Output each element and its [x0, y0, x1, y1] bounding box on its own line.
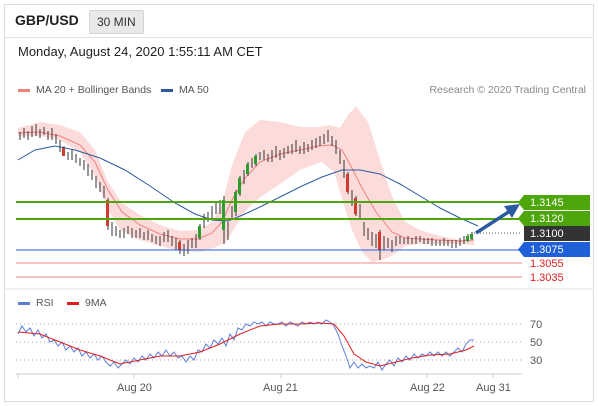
x-label-aug21: Aug 21	[263, 382, 298, 394]
rsi-axis-70: 70	[530, 319, 542, 331]
ma20-line	[17, 131, 475, 242]
legend-9ma-label: 9MA	[85, 297, 107, 309]
legend-ma50-label: MA 50	[179, 84, 209, 96]
x-label-aug31: Aug 31	[476, 382, 511, 394]
legend-rsi-label: RSI	[36, 297, 54, 309]
level-label-2: 1.3120	[518, 211, 590, 226]
level-value-2: 1.3120	[530, 213, 564, 225]
forecast-arrow	[475, 204, 520, 235]
9ma-line	[17, 322, 475, 367]
level-value-4: 1.3075	[530, 244, 564, 256]
level-value-3: 1.3100	[530, 228, 564, 240]
legend-ma20-label: MA 20 + Bollinger Bands	[36, 84, 152, 96]
price-candles	[19, 124, 473, 260]
ma50-swatch	[161, 88, 173, 92]
x-label-aug20: Aug 20	[117, 382, 152, 394]
ma50-line	[17, 145, 479, 227]
symbol-title: GBP/USD	[15, 12, 79, 28]
level-value-6: 1.3035	[530, 272, 564, 284]
legend-rsi: RSI	[18, 297, 54, 309]
price-candle-bodies-down	[62, 148, 381, 250]
9ma-swatch	[67, 301, 79, 305]
level-value-5: 1.3055	[530, 258, 564, 270]
timeframe-button[interactable]: 30 MIN	[89, 10, 144, 34]
chart-datetime: Monday, August 24, 2020 1:55:11 AM CET	[18, 44, 263, 59]
rsi-line	[17, 319, 474, 371]
legend-ma50: MA 50	[161, 84, 209, 96]
level-label-4: 1.3075	[518, 242, 590, 257]
rsi-axis-50: 50	[530, 337, 542, 349]
legend-ma20: MA 20 + Bollinger Bands	[18, 84, 151, 96]
bollinger-band	[18, 106, 474, 262]
legend-9ma: 9MA	[67, 297, 107, 309]
level-value-1: 1.3145	[530, 197, 564, 209]
level-label-3: 1.3100	[524, 226, 590, 241]
time-ticks	[17, 374, 494, 378]
level-label-1: 1.3145	[518, 195, 590, 210]
x-label-aug22: Aug 22	[410, 382, 445, 394]
rsi-swatch	[18, 301, 30, 305]
rsi-axis-30: 30	[530, 355, 542, 367]
ma20-swatch	[18, 88, 30, 92]
chart-header: GBP/USD 30 MIN	[4, 4, 594, 38]
research-credit: Research © 2020 Trading Central	[429, 84, 586, 96]
